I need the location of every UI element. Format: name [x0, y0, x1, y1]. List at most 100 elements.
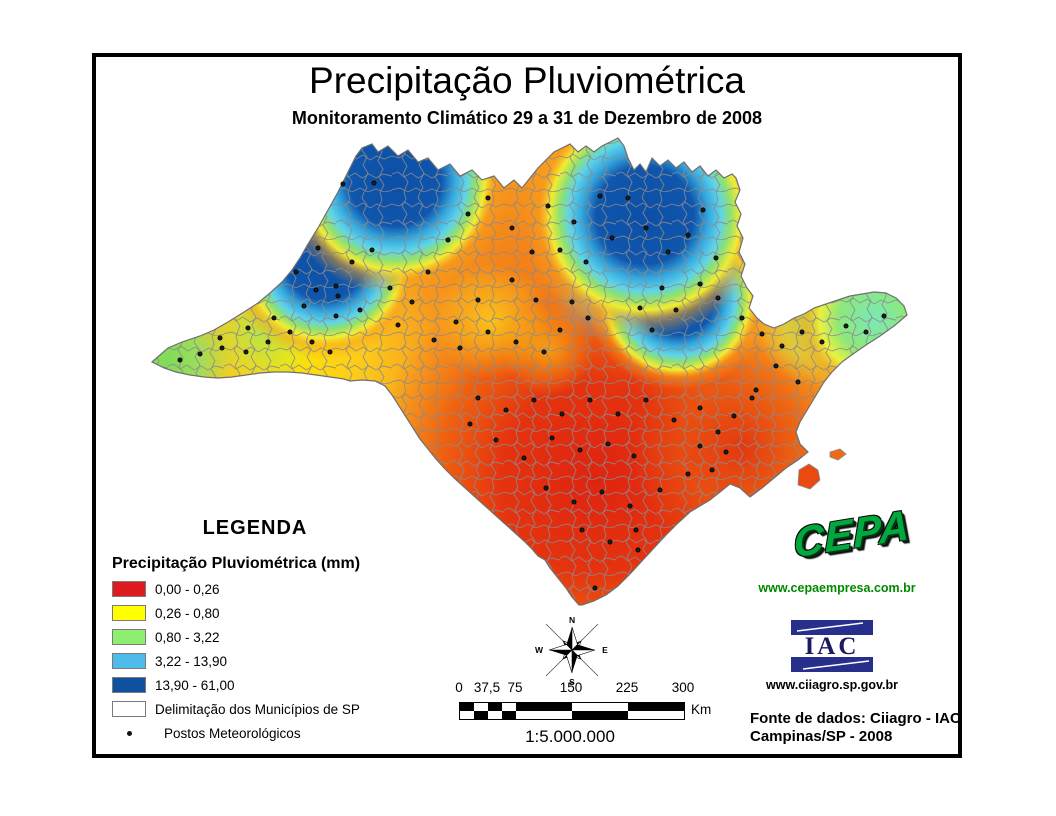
weather-station-dot [571, 499, 577, 505]
weather-station-dot [531, 397, 537, 403]
compass-cardinal-points [548, 626, 596, 674]
weather-station-dot [819, 339, 825, 345]
weather-station-dot [453, 319, 459, 325]
weather-station-dot [753, 387, 759, 393]
compass-south-label: S [569, 677, 575, 687]
weather-station-dot [643, 397, 649, 403]
weather-station-dot [607, 539, 613, 545]
weather-station-dot [843, 323, 849, 329]
data-source-line2: Campinas/SP - 2008 [750, 728, 893, 745]
weather-stations-layer [177, 180, 887, 591]
weather-station-dot [571, 219, 577, 225]
weather-station-dot [431, 337, 437, 343]
weather-station-dot [577, 447, 583, 453]
weather-station-dot [245, 325, 251, 331]
weather-station-dot [301, 303, 307, 309]
legend-swatch [112, 653, 146, 669]
weather-station-dot [529, 249, 535, 255]
weather-station-dot [457, 345, 463, 351]
cepa-url: www.cepaempresa.com.br [758, 581, 916, 595]
legend-row: 0,00 - 0,26 [112, 577, 442, 601]
weather-station-dot [579, 527, 585, 533]
weather-station-dot [485, 195, 491, 201]
compass-west-label: W [535, 645, 544, 655]
weather-station-dot [349, 259, 355, 265]
weather-station-dot [635, 547, 641, 553]
legend-row: 3,22 - 13,90 [112, 649, 442, 673]
weather-station-dot [313, 287, 319, 293]
weather-station-dot [309, 339, 315, 345]
legend-label: 0,80 - 3,22 [155, 629, 220, 645]
weather-station-dot [293, 269, 299, 275]
weather-station-dot [315, 245, 321, 251]
weather-station-dot [371, 180, 377, 186]
weather-station-dot [605, 441, 611, 447]
map-subtitle: Monitoramento Climático 29 a 31 de Dezem… [291, 108, 763, 128]
legend-label: Postos Meteorológicos [164, 725, 301, 741]
ilhabela-island [797, 463, 821, 490]
weather-station-dot [177, 357, 183, 363]
weather-station-dot [697, 405, 703, 411]
legend-row-boundaries: Delimitação dos Municípios de SP [112, 697, 442, 721]
legend-swatch [112, 605, 146, 621]
weather-station-dot [493, 437, 499, 443]
weather-station-dot [625, 195, 631, 201]
weather-station-dot [795, 379, 801, 385]
compass-north-label: N [569, 615, 575, 625]
legend-swatch [112, 629, 146, 645]
compass-rose-icon: N S E W [535, 615, 608, 687]
weather-station-dot [723, 449, 729, 455]
weather-station-dot [671, 417, 677, 423]
scale-unit-label: Km [691, 702, 712, 717]
weather-station-dot [697, 443, 703, 449]
scale-ratio: 1:5.000.000 [525, 727, 615, 746]
weather-station-dot [685, 471, 691, 477]
legend-swatch-boundary [112, 701, 146, 717]
weather-station-dot [503, 407, 509, 413]
scale-tick-label: 75 [507, 680, 523, 695]
weather-station-dot [533, 297, 539, 303]
weather-station-dot [731, 413, 737, 419]
weather-station-dot [425, 269, 431, 275]
weather-station-dot [409, 299, 415, 305]
weather-station-dot [665, 249, 671, 255]
weather-station-dot [287, 329, 293, 335]
weather-station-dot [333, 313, 339, 319]
weather-station-dot [475, 395, 481, 401]
weather-station-dot [335, 293, 341, 299]
state-outline [150, 137, 908, 606]
weather-station-dot [333, 283, 339, 289]
weather-station-dot [475, 297, 481, 303]
weather-station-dot [513, 339, 519, 345]
legend-swatch [112, 677, 146, 693]
weather-station-dot [541, 349, 547, 355]
weather-station-dot [709, 467, 715, 473]
map-frame-border [92, 53, 962, 758]
weather-station-dot [659, 285, 665, 291]
map-title: Precipitação Pluviométrica [309, 60, 745, 101]
weather-station-dot [485, 329, 491, 335]
scale-tick-label: 300 [671, 680, 695, 695]
weather-station-dot [749, 395, 755, 401]
weather-station-dot [587, 397, 593, 403]
scale-bar [459, 702, 685, 720]
weather-station-dot [265, 339, 271, 345]
cepa-logo: CEPA [793, 500, 911, 567]
weather-station-dot [715, 295, 721, 301]
weather-station-dot [881, 313, 887, 319]
legend-heading: LEGENDA [202, 517, 308, 539]
weather-station-dot [543, 485, 549, 491]
legend-subheading: Precipitação Pluviométrica (mm) [112, 555, 361, 572]
weather-station-dot [340, 181, 346, 187]
legend-swatch [112, 581, 146, 597]
weather-station-dot [559, 411, 565, 417]
scale-tick-label: 225 [615, 680, 639, 695]
weather-station-dot [557, 247, 563, 253]
weather-station-dot [637, 305, 643, 311]
weather-station-dot [657, 487, 663, 493]
weather-station-dot [445, 237, 451, 243]
weather-station-dot [327, 349, 333, 355]
weather-station-dot [509, 277, 515, 283]
weather-station-dot [521, 455, 527, 461]
